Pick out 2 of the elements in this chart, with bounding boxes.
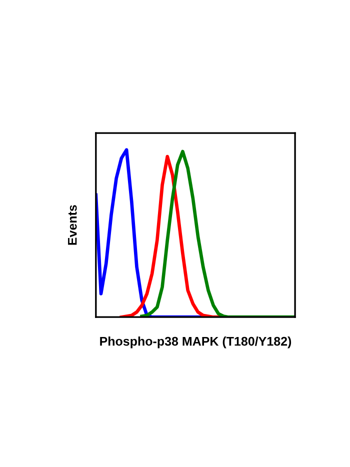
- y-axis-title: Events: [68, 205, 77, 245]
- x-axis-title: Phospho-p38 MAPK (T180/Y182): [100, 336, 292, 348]
